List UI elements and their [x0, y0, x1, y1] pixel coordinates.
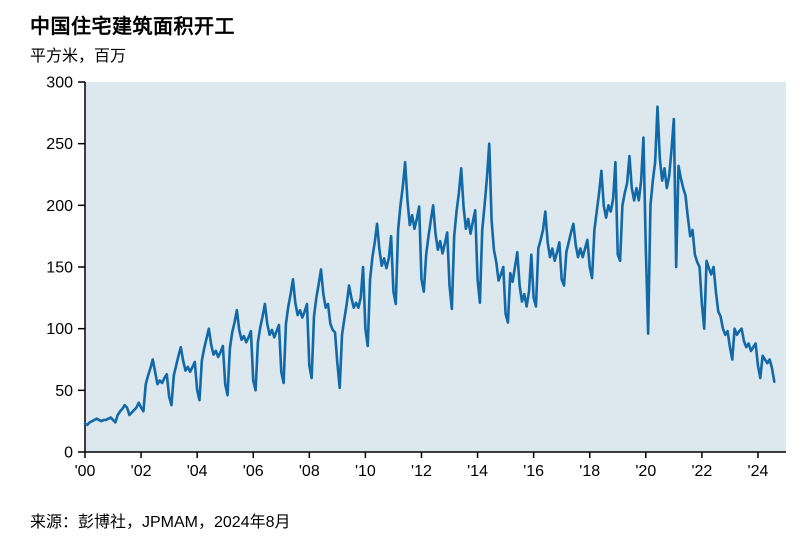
y-tick-label: 250	[46, 136, 73, 153]
source-note: 来源：彭博社，JPMAM，2024年8月	[30, 514, 291, 531]
x-tick-label: '02	[131, 463, 152, 480]
y-tick-label: 100	[46, 321, 73, 338]
y-tick-label: 150	[46, 260, 73, 277]
x-tick-label: '20	[635, 463, 656, 480]
chart-title: 中国住宅建筑面积开工	[30, 16, 235, 38]
chart-units-label: 平方米，百万	[30, 48, 127, 65]
plot-background	[85, 82, 786, 452]
y-tick-label: 50	[55, 383, 73, 400]
line-chart-svg: 0 50 100 150 200 250 300 '00 '02 '04 '06 '08 '10 '12 '…	[46, 75, 786, 480]
x-tick-label: '10	[355, 463, 376, 480]
x-tick-label: '12	[411, 463, 432, 480]
y-tick-label: 300	[46, 75, 73, 92]
line-chart-area: 0 50 100 150 200 250 300 '00 '02 '04 '06 '08 '10 '12 '…	[0, 72, 800, 500]
x-tick-label: '22	[691, 463, 712, 480]
data-line	[83, 105, 776, 427]
x-tick-label: '04	[187, 463, 208, 480]
y-tick-label: 200	[46, 198, 73, 215]
x-tick-label: '18	[579, 463, 600, 480]
x-tick-label: '24	[748, 463, 769, 480]
y-tick-label: 0	[64, 445, 73, 462]
x-tick-label: '14	[467, 463, 488, 480]
x-tick-label: '06	[243, 463, 264, 480]
x-tick-label: '00	[75, 463, 96, 480]
x-tick-label: '08	[299, 463, 320, 480]
x-tick-label: '16	[523, 463, 544, 480]
